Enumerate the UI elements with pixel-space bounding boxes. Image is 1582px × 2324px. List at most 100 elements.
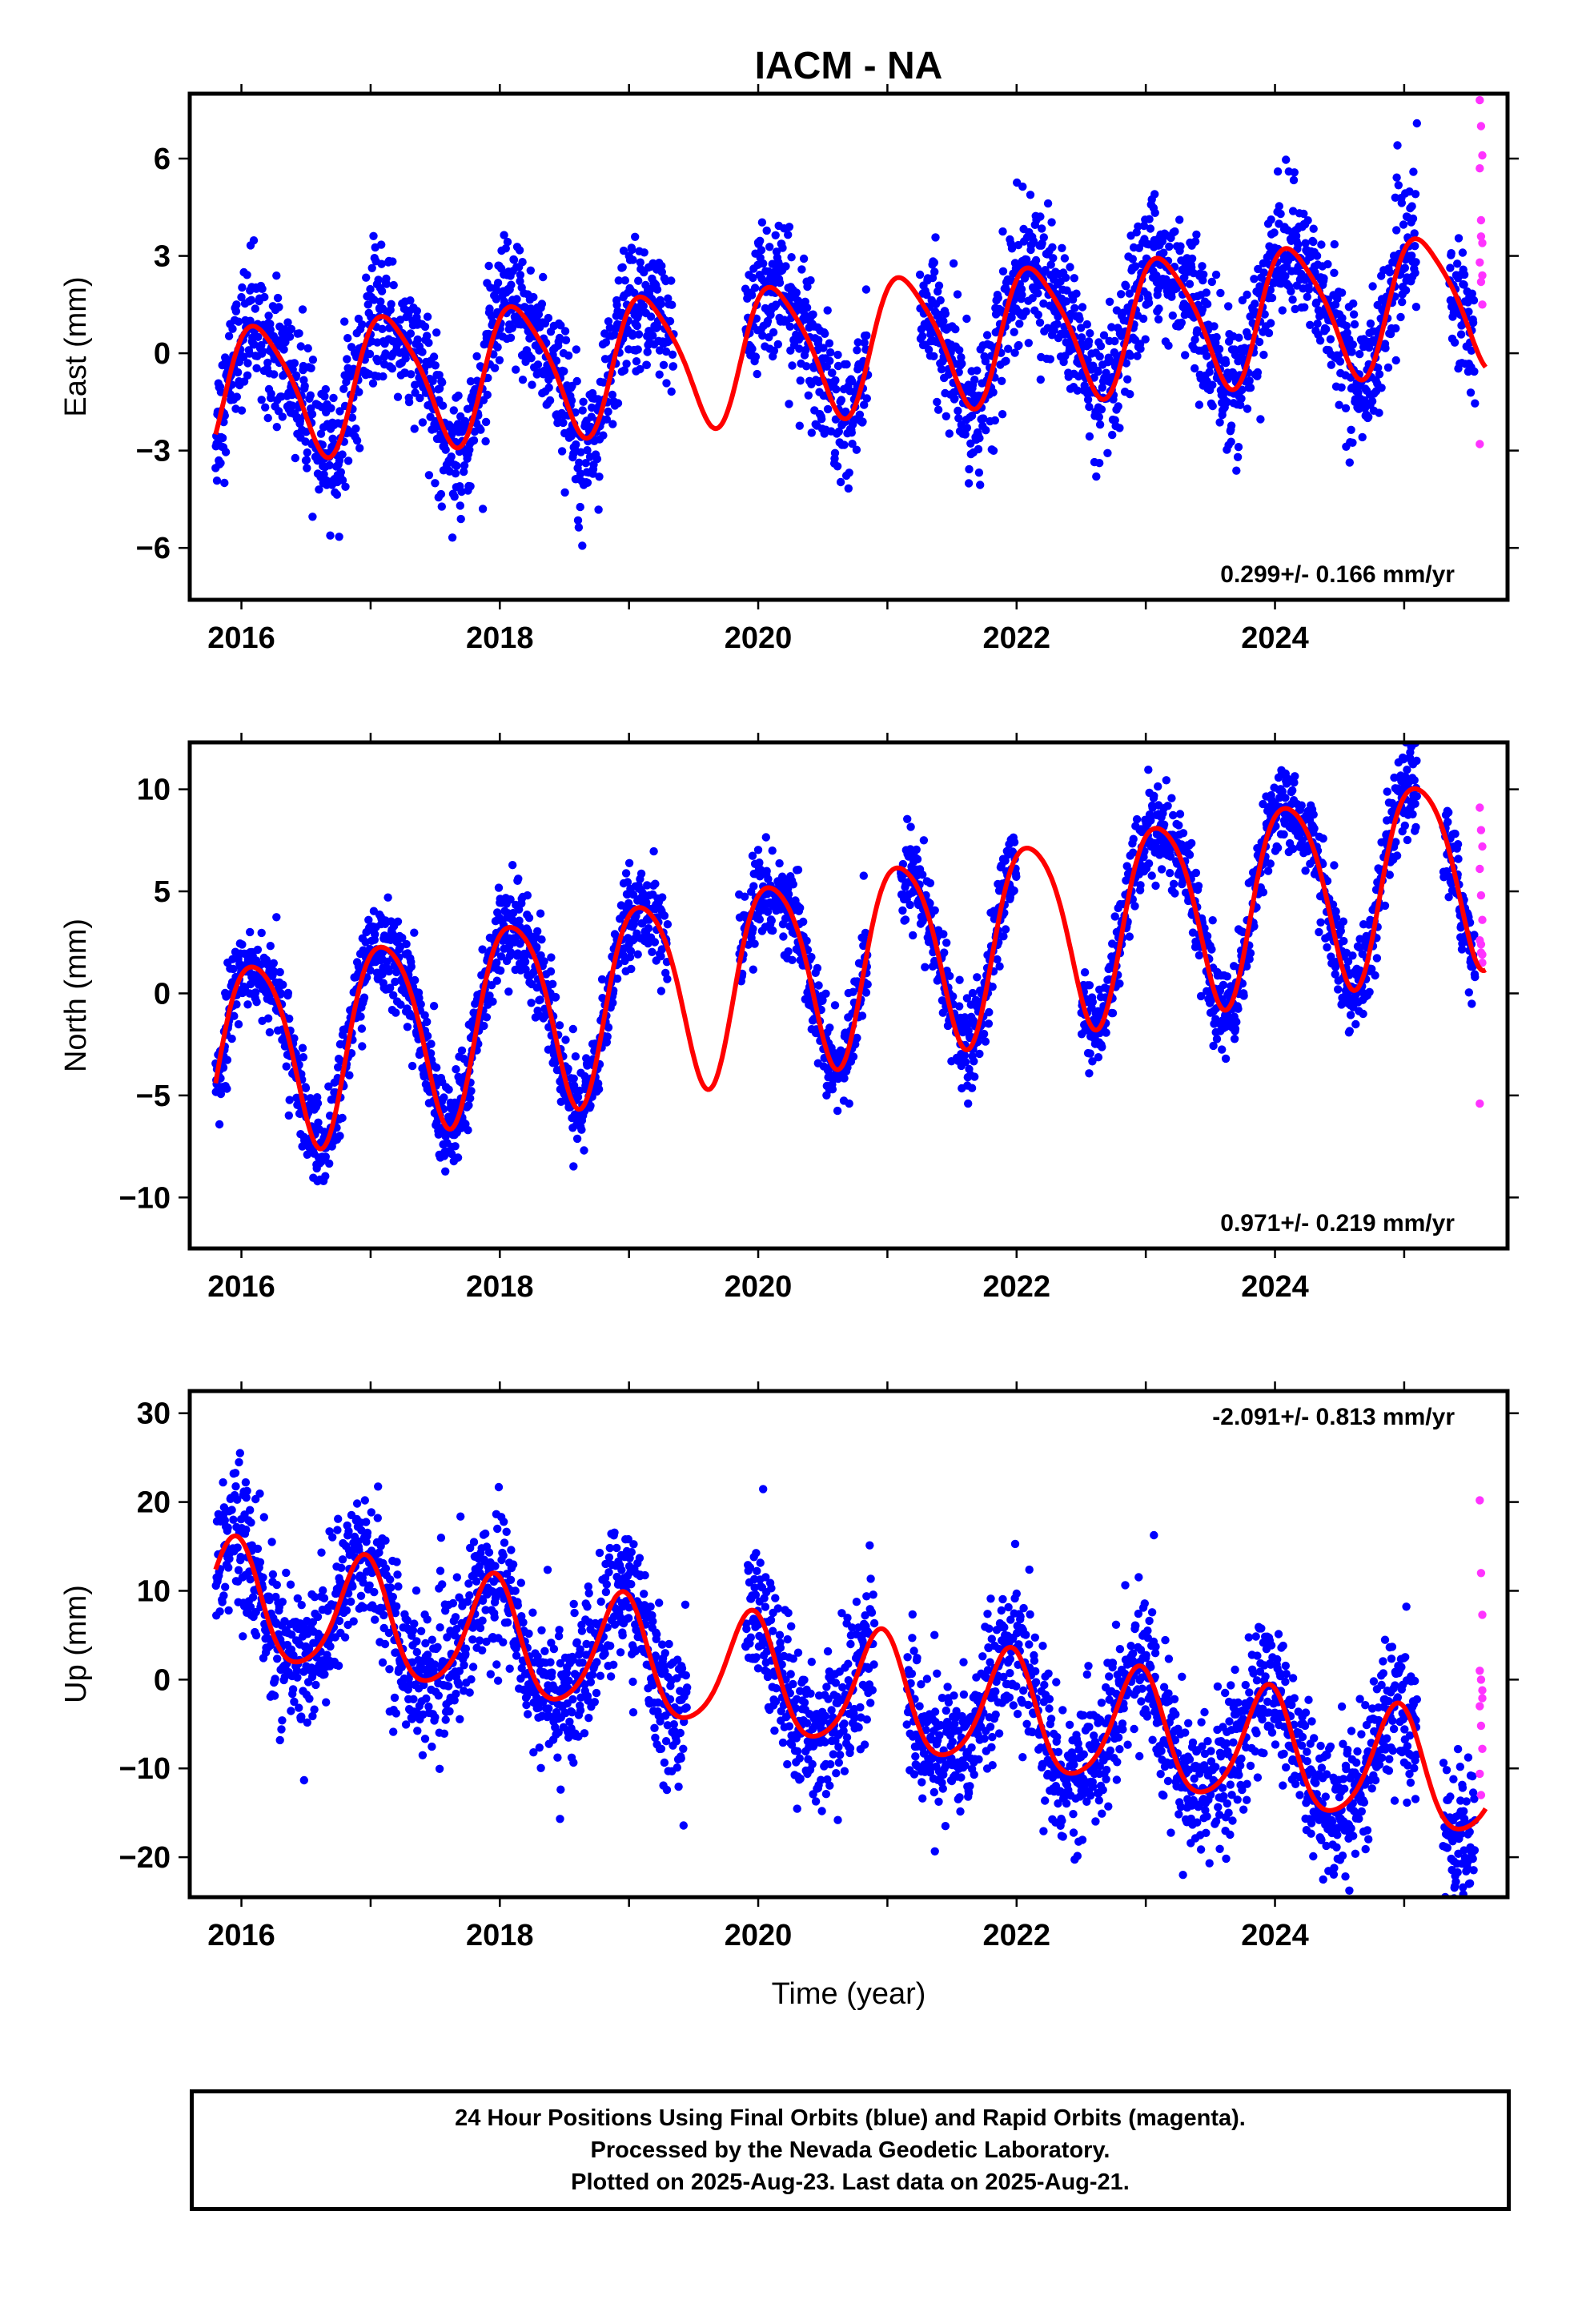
- final-orbit-point: [989, 446, 998, 455]
- final-orbit-point: [578, 541, 587, 550]
- final-orbit-point: [1128, 255, 1138, 263]
- final-orbit-point: [1212, 332, 1221, 342]
- final-orbit-point: [314, 1118, 323, 1128]
- final-orbit-point: [1102, 1028, 1110, 1037]
- final-orbit-point: [389, 991, 398, 1000]
- final-orbit-point: [842, 360, 851, 369]
- final-orbit-point: [373, 356, 382, 366]
- final-orbit-point: [303, 448, 311, 457]
- final-orbit-point: [657, 261, 666, 271]
- final-orbit-point: [291, 453, 299, 463]
- final-orbit-point: [814, 981, 823, 990]
- final-orbit-point: [338, 476, 347, 485]
- final-orbit-point: [756, 236, 765, 245]
- final-orbit-point: [636, 258, 644, 267]
- final-orbit-point: [663, 920, 673, 929]
- final-orbit-point: [771, 231, 780, 239]
- final-orbit-point: [1168, 311, 1178, 320]
- final-orbit-point: [1409, 167, 1418, 176]
- final-orbit-point: [1450, 338, 1460, 347]
- final-orbit-point: [371, 930, 379, 939]
- final-orbit-point: [501, 244, 510, 253]
- final-orbit-point: [351, 424, 360, 433]
- final-orbit-point: [1333, 294, 1342, 304]
- final-orbit-point: [335, 407, 344, 416]
- final-orbit-point: [1337, 383, 1346, 392]
- final-orbit-point: [494, 883, 504, 892]
- final-orbit-point: [1291, 304, 1299, 314]
- final-orbit-point: [1391, 324, 1400, 333]
- final-orbit-point: [252, 998, 261, 1007]
- final-orbit-point: [998, 376, 1006, 385]
- final-orbit-point: [440, 1093, 448, 1102]
- final-orbit-point: [1343, 328, 1351, 337]
- final-orbit-point: [555, 333, 564, 343]
- final-orbit-point: [1207, 996, 1216, 1005]
- final-orbit-point: [1080, 968, 1090, 977]
- final-orbit-point: [1141, 335, 1150, 344]
- final-orbit-point: [942, 939, 951, 947]
- final-orbit-point: [922, 291, 931, 300]
- final-orbit-point: [1036, 212, 1045, 221]
- final-orbit-point: [1224, 1011, 1233, 1020]
- final-orbit-point: [257, 928, 266, 938]
- final-orbit-point: [215, 1120, 224, 1129]
- final-orbit-point: [1144, 299, 1154, 308]
- final-orbit-point: [1174, 821, 1183, 830]
- final-orbit-point: [614, 276, 623, 285]
- final-orbit-point: [485, 304, 494, 313]
- final-orbit-point: [431, 479, 440, 488]
- final-orbit-point: [749, 882, 758, 891]
- final-orbit-point: [1349, 310, 1359, 319]
- final-orbit-point: [1348, 340, 1358, 349]
- final-orbit-point: [258, 284, 267, 293]
- final-orbit-point: [1203, 300, 1212, 308]
- final-orbit-point: [949, 992, 958, 1001]
- final-orbit-point: [1306, 320, 1315, 329]
- final-orbit-point: [569, 1074, 578, 1084]
- final-orbit-point: [795, 421, 804, 430]
- rapid-orbit-point: [1476, 258, 1484, 267]
- final-orbit-point: [840, 1074, 849, 1083]
- final-orbit-point: [1458, 248, 1468, 257]
- final-orbit-point: [620, 366, 629, 375]
- final-orbit-point: [514, 875, 523, 883]
- final-orbit-point: [979, 1029, 989, 1039]
- final-orbit-point: [863, 980, 872, 989]
- final-orbit-point: [646, 312, 656, 321]
- final-orbit-point: [1397, 199, 1407, 207]
- final-orbit-point: [413, 335, 422, 344]
- final-orbit-point: [919, 836, 929, 845]
- final-orbit-point: [436, 489, 446, 499]
- final-orbit-point: [251, 988, 260, 997]
- final-orbit-point: [658, 893, 667, 902]
- final-orbit-point: [387, 364, 397, 373]
- final-orbit-point: [1144, 766, 1153, 774]
- final-orbit-point: [578, 406, 587, 415]
- final-orbit-point: [218, 433, 227, 443]
- final-orbit-point: [990, 416, 1000, 425]
- final-orbit-point: [1309, 224, 1318, 233]
- final-orbit-point: [1203, 352, 1211, 360]
- final-orbit-point: [1347, 425, 1355, 434]
- final-orbit-point: [301, 1084, 311, 1093]
- final-orbit-point: [825, 339, 834, 348]
- final-orbit-point: [1208, 401, 1217, 411]
- final-orbit-point: [452, 1065, 460, 1074]
- final-orbit-point: [993, 955, 1002, 964]
- final-orbit-point: [775, 278, 785, 287]
- final-orbit-point: [1251, 300, 1259, 308]
- rapid-orbit-point: [1476, 440, 1484, 448]
- final-orbit-point: [478, 945, 487, 954]
- final-orbit-point: [946, 971, 954, 981]
- final-orbit-point: [926, 899, 934, 908]
- final-orbit-point: [1303, 292, 1312, 301]
- final-orbit-point: [1267, 215, 1275, 224]
- final-orbit-point: [1154, 304, 1163, 313]
- final-orbit-point: [749, 273, 757, 283]
- final-orbit-point: [1035, 318, 1045, 327]
- final-orbit-point: [921, 963, 930, 971]
- final-orbit-point: [307, 410, 317, 419]
- final-orbit-point: [1385, 267, 1395, 277]
- final-orbit-point: [909, 931, 917, 940]
